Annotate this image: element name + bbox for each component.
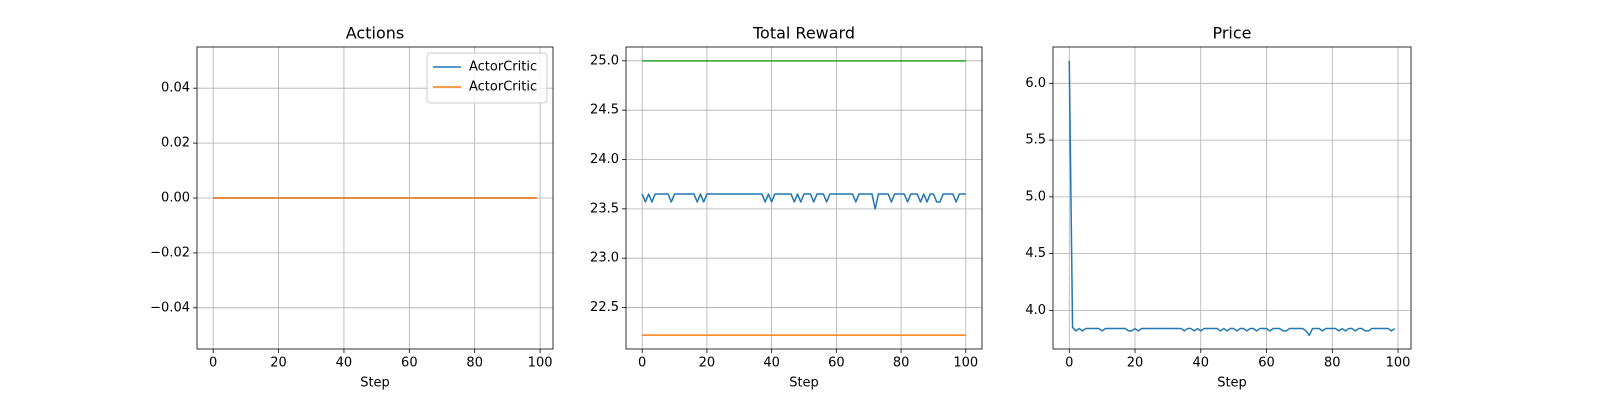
y-tick-label: −0.04 bbox=[150, 300, 190, 315]
y-tick-label: 0.00 bbox=[161, 191, 190, 206]
axes-frame bbox=[1052, 46, 1412, 350]
subplot-title: Total Reward bbox=[752, 24, 855, 43]
y-tick-label: 24.5 bbox=[590, 103, 619, 118]
y-tick-label: 23.0 bbox=[590, 251, 619, 266]
x-axis-label: Step bbox=[1217, 376, 1247, 391]
y-tick-label: 23.5 bbox=[590, 201, 619, 216]
subplot-title: Actions bbox=[346, 24, 404, 43]
legend-label: ActorCritic bbox=[469, 80, 537, 95]
x-tick-label: 40 bbox=[1192, 356, 1209, 371]
y-tick-label: 0.02 bbox=[161, 136, 190, 151]
x-tick-label: 100 bbox=[528, 356, 553, 371]
y-tick-label: 0.04 bbox=[161, 81, 190, 96]
x-tick-label: 100 bbox=[953, 356, 978, 371]
x-tick-label: 60 bbox=[401, 356, 418, 371]
y-tick-label: −0.02 bbox=[150, 245, 190, 260]
axes-frame bbox=[196, 46, 554, 350]
subplot: 0 20 40 60 80 100 22.5 23.0 23.5 24.0 24.5 25.0 Tota… bbox=[590, 24, 983, 391]
subplot: 0 20 40 60 80 100 4.0 4.5 5.0 5.5 6.0 Price Step bbox=[1025, 24, 1412, 391]
x-tick-label: 60 bbox=[1258, 356, 1275, 371]
x-tick-label: 20 bbox=[270, 356, 287, 371]
series-line bbox=[641, 193, 966, 210]
x-tick-label: 40 bbox=[336, 356, 353, 371]
x-tick-label: 20 bbox=[699, 356, 716, 371]
x-tick-label: 40 bbox=[763, 356, 780, 371]
x-tick-label: 20 bbox=[1127, 356, 1144, 371]
axes-frame bbox=[625, 46, 983, 350]
y-tick-label: 4.0 bbox=[1025, 303, 1046, 318]
legend-label: ActorCritic bbox=[469, 60, 537, 75]
y-tick-label: 5.5 bbox=[1025, 133, 1046, 148]
series-line bbox=[1068, 60, 1396, 337]
y-tick-label: 5.0 bbox=[1025, 189, 1046, 204]
x-tick-label: 80 bbox=[1324, 356, 1341, 371]
x-tick-label: 0 bbox=[1065, 356, 1073, 371]
legend: ActorCritic ActorCritic bbox=[426, 52, 548, 104]
y-tick-label: 24.0 bbox=[590, 152, 619, 167]
x-tick-label: 0 bbox=[209, 356, 217, 371]
x-tick-label: 100 bbox=[1386, 356, 1411, 371]
subplot: 0 20 40 60 80 100 −0.04 −0.02 0.00 0.02 0.04 Action… bbox=[150, 24, 554, 391]
y-tick-label: 6.0 bbox=[1025, 76, 1046, 91]
x-tick-label: 80 bbox=[893, 356, 910, 371]
y-tick-label: 25.0 bbox=[590, 53, 619, 68]
x-axis-label: Step bbox=[360, 376, 390, 391]
x-tick-label: 80 bbox=[466, 356, 483, 371]
x-tick-label: 60 bbox=[828, 356, 845, 371]
subplot-title: Price bbox=[1212, 24, 1251, 43]
x-axis-label: Step bbox=[789, 376, 819, 391]
y-tick-label: 4.5 bbox=[1025, 246, 1046, 261]
legend-box bbox=[426, 52, 548, 104]
x-tick-label: 0 bbox=[638, 356, 646, 371]
y-tick-label: 22.5 bbox=[590, 300, 619, 315]
